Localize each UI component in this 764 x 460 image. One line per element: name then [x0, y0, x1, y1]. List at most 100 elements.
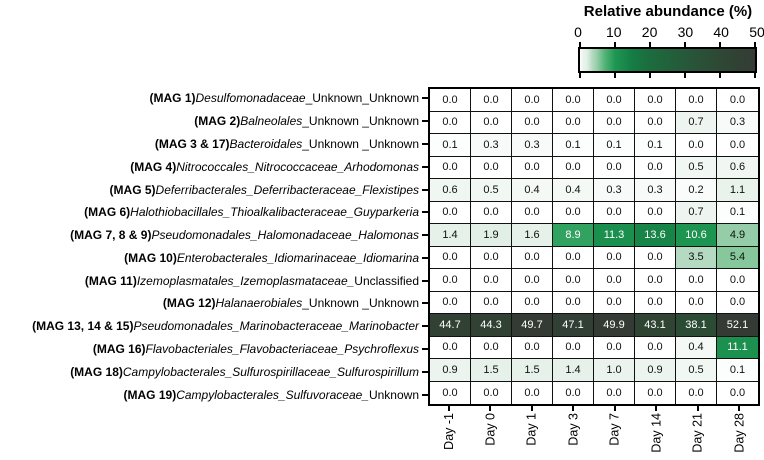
heatmap-cell: 49.9: [594, 314, 635, 337]
heatmap-cell: 0.0: [635, 381, 676, 404]
heatmap-cell: 0.0: [594, 156, 635, 179]
heatmap-cell: 0.0: [553, 269, 594, 292]
heatmap-cell: 0.0: [553, 336, 594, 359]
heatmap-cell: 0.0: [635, 156, 676, 179]
colorbar-tick-label: 20: [641, 24, 658, 40]
heatmap-cell: 44.3: [471, 314, 512, 337]
heatmap-cell: 13.6: [635, 224, 676, 247]
heatmap-cell: 0.3: [635, 179, 676, 202]
y-axis-row-labels: (MAG 1) Desulfomonadaceae _Unknown_Unknow…: [0, 87, 428, 406]
heatmap-cell: 52.1: [717, 314, 758, 337]
taxonomy-segment: Izemoplasmatales_Izemoplasmataceae_: [136, 273, 355, 288]
heatmap-cell: 1.0: [594, 359, 635, 382]
heatmap-cell: 0.1: [717, 359, 758, 382]
mag-id: (MAG 2): [194, 114, 241, 129]
heatmap-cell: 0.0: [594, 89, 635, 112]
taxonomy-segment: Pseudomonadales_Halomonadaceae_Halomonas: [151, 228, 419, 243]
heatmap-cell: 0.0: [594, 201, 635, 224]
heatmap-cell: 0.0: [471, 156, 512, 179]
row-label: (MAG 11) Izemoplasmatales_Izemoplasmatac…: [0, 269, 428, 292]
taxonomy-segment: Flavobacteriales_Flavobacteriaceae_Psych…: [145, 341, 419, 356]
heatmap-cell: 47.1: [553, 314, 594, 337]
mag-id: (MAG 1): [149, 91, 196, 106]
heatmap-cell: 0.6: [717, 156, 758, 179]
y-axis-tick-mark: [422, 97, 428, 100]
row-label: (MAG 6) Halothiobacillales_Thioalkalibac…: [0, 201, 428, 224]
colorbar-tick-mark: [649, 73, 651, 78]
heatmap-cell: 0.0: [430, 111, 471, 134]
taxonomy-segment: Halanaerobiales: [215, 296, 303, 311]
heatmap-cell: 0.0: [512, 381, 553, 404]
heatmap-cell: 0.2: [676, 179, 717, 202]
heatmap-cell: 0.0: [594, 336, 635, 359]
heatmap-cell: 0.0: [594, 246, 635, 269]
heatmap-cell: 0.0: [471, 201, 512, 224]
heatmap-cell: 0.7: [676, 201, 717, 224]
row-label: (MAG 12) Halanaerobiales _Unknown _Unknow…: [0, 292, 428, 315]
x-axis-day-label: Day 0: [483, 413, 498, 446]
x-axis-day-label: Day 28: [732, 413, 747, 453]
heatmap-cell: 0.0: [635, 89, 676, 112]
heatmap-cell: 11.3: [594, 224, 635, 247]
heatmap-cell: 0.0: [553, 291, 594, 314]
heatmap-cell: 0.0: [430, 269, 471, 292]
row-label: (MAG 5) Deferribacterales_Deferribactera…: [0, 178, 428, 201]
mag-id: (MAG 7, 8 & 9): [70, 228, 152, 243]
heatmap-cell: 1.6: [512, 224, 553, 247]
mag-id: (MAG 5): [109, 182, 156, 197]
y-axis-tick-mark: [422, 279, 428, 282]
x-axis-tick-mark: [696, 406, 699, 411]
row-label: (MAG 18) Campylobacterales_Sulfurospiril…: [0, 360, 428, 383]
y-axis-tick-mark: [422, 120, 428, 123]
heatmap-cell: 49.7: [512, 314, 553, 337]
heatmap-cell: 0.5: [676, 156, 717, 179]
colorbar-tick-mark: [614, 73, 616, 78]
x-axis-day-label: Day 3: [566, 413, 581, 446]
mag-id: (MAG 11): [84, 273, 137, 288]
heatmap-cell: 0.0: [594, 291, 635, 314]
mag-id: (MAG 3 & 17): [154, 136, 230, 151]
colorbar-tick-label: 0: [574, 24, 582, 40]
heatmap-cell: 0.0: [430, 156, 471, 179]
mag-id: (MAG 19): [123, 387, 177, 402]
heatmap-cell: 0.0: [676, 269, 717, 292]
heatmap-cell: 1.5: [512, 359, 553, 382]
row-label: (MAG 19) Campylobacterales_Sulfuvoraceae…: [0, 383, 428, 406]
x-axis-tick-mark: [572, 406, 575, 411]
x-axis-tick-mark: [489, 406, 492, 411]
heatmap-cell: 0.0: [471, 336, 512, 359]
heatmap-cell: 0.0: [471, 111, 512, 134]
heatmap-cell: 1.4: [553, 359, 594, 382]
taxonomy-segment: _Unknown_Unknown: [305, 91, 419, 106]
heatmap-cell: 0.0: [676, 291, 717, 314]
heatmap-cell: 0.5: [676, 359, 717, 382]
heatmap-cell: 0.6: [430, 179, 471, 202]
colorbar-tick-mark: [719, 73, 721, 78]
heatmap-cell: 0.4: [553, 179, 594, 202]
mag-id: (MAG 12): [162, 296, 216, 311]
colorbar-tick-mark: [579, 73, 581, 78]
x-axis-tick-mark: [530, 406, 533, 411]
heatmap-cell: 0.1: [430, 134, 471, 157]
heatmap-cell: 10.6: [676, 224, 717, 247]
heatmap-cell: 0.0: [717, 291, 758, 314]
colorbar-tick-mark: [614, 42, 616, 47]
row-label: (MAG 10) Enterobacterales_Idiomarinaceae…: [0, 246, 428, 269]
x-axis-day-label: Day 1: [524, 413, 539, 446]
heatmap-cell: 0.1: [553, 134, 594, 157]
heatmap-cell: 1.9: [471, 224, 512, 247]
heatmap-cell: 0.0: [594, 111, 635, 134]
x-axis-tick-mark: [447, 406, 450, 411]
x-axis-day-label: Day -1: [441, 413, 456, 450]
heatmap-cell: 0.3: [471, 134, 512, 157]
colorbar-title: Relative abundance (%): [583, 3, 753, 20]
heatmap-cell: 0.0: [512, 111, 553, 134]
colorbar-tick-mark: [719, 42, 721, 47]
heatmap-cell: 11.1: [717, 336, 758, 359]
taxonomy-segment: Campylobacterales_Sulfuvoraceae_: [176, 387, 369, 402]
heatmap-cell: 5.4: [717, 246, 758, 269]
heatmap-cell: 0.0: [512, 89, 553, 112]
heatmap-cell: 0.0: [512, 291, 553, 314]
heatmap-cell: 0.0: [430, 291, 471, 314]
colorbar-tick-mark: [754, 73, 756, 78]
